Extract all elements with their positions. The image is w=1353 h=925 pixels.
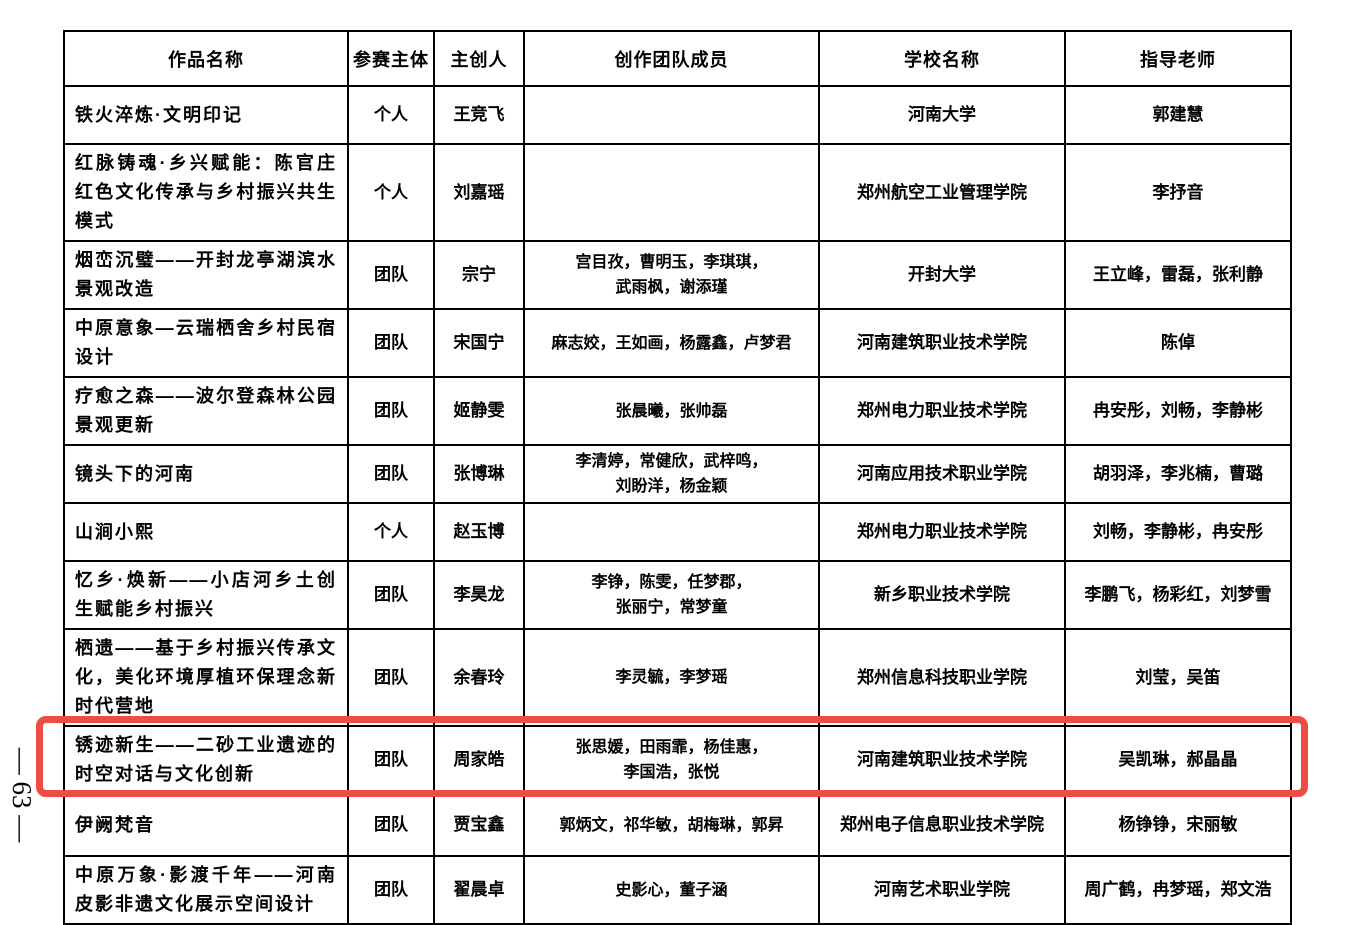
team-members (523, 502, 820, 562)
creator: 宗宁 (433, 240, 525, 310)
creator: 翟晨卓 (433, 855, 525, 925)
page-number: — 63 — (7, 747, 38, 843)
school: 郑州航空工业管理学院 (818, 143, 1066, 242)
school: 河南建筑职业技术学院 (818, 308, 1066, 378)
team-members: 李铮，陈雯，任梦郡， 张丽宁，常梦童 (523, 560, 820, 630)
table-row: 锈迹新生——二砂工业遗迹的时空对话与文化创新 团队 周家皓 张思媛，田雨霏，杨佳… (63, 725, 1292, 795)
column-header-advisors: 指导老师 (1064, 30, 1292, 87)
team-members: 史影心，董子涵 (523, 855, 820, 925)
table-row: 栖遗——基于乡村振兴传承文化，美化环境厚植环保理念新时代营地 团队 余春玲 李灵… (63, 628, 1292, 727)
column-header-entry-type: 参赛主体 (347, 30, 435, 87)
work-title: 伊阙梵音 (63, 793, 349, 857)
work-title: 红脉铸魂·乡兴赋能：陈官庄红色文化传承与乡村振兴共生模式 (63, 143, 349, 242)
work-title: 中原万象·影渡千年——河南皮影非遗文化展示空间设计 (63, 855, 349, 925)
entry-type: 团队 (347, 240, 435, 310)
entry-type: 团队 (347, 628, 435, 727)
work-title: 中原意象—云瑞栖舍乡村民宿设计 (63, 308, 349, 378)
table-row: 镜头下的河南 团队 张博琳 李清婷，常健欣，武梓鸣， 刘盼洋，杨金颖 河南应用技术… (63, 444, 1292, 504)
creator: 王竞飞 (433, 85, 525, 145)
advisors: 刘莹，吴笛 (1064, 628, 1292, 727)
advisors: 吴凯琳，郝晶晶 (1064, 725, 1292, 795)
table-body: 铁火淬炼·文明印记 个人 王竞飞 河南大学 郭建慧 红脉铸魂·乡兴赋能：陈官庄红… (63, 85, 1292, 925)
creator: 刘嘉瑶 (433, 143, 525, 242)
entry-type: 团队 (347, 855, 435, 925)
work-title: 山涧小熙 (63, 502, 349, 562)
advisors: 胡羽泽，李兆楠，曹璐 (1064, 444, 1292, 504)
results-table: 作品名称 参赛主体 主创人 创作团队成员 学校名称 指导老师 铁火淬炼·文明印记… (63, 30, 1292, 925)
entry-type: 团队 (347, 376, 435, 446)
advisors: 李抒音 (1064, 143, 1292, 242)
table-row: 中原意象—云瑞栖舍乡村民宿设计 团队 宋国宁 麻志姣，王如画，杨露鑫，卢梦君 河… (63, 308, 1292, 378)
creator: 宋国宁 (433, 308, 525, 378)
work-title: 镜头下的河南 (63, 444, 349, 504)
team-members: 李灵毓，李梦瑶 (523, 628, 820, 727)
school: 河南大学 (818, 85, 1066, 145)
team-members: 张思媛，田雨霏，杨佳惠， 李国浩，张悦 (523, 725, 820, 795)
header-row: 作品名称 参赛主体 主创人 创作团队成员 学校名称 指导老师 (63, 30, 1292, 87)
team-members: 李清婷，常健欣，武梓鸣， 刘盼洋，杨金颖 (523, 444, 820, 504)
school: 郑州电力职业技术学院 (818, 376, 1066, 446)
school: 郑州电力职业技术学院 (818, 502, 1066, 562)
school: 开封大学 (818, 240, 1066, 310)
creator: 姬静雯 (433, 376, 525, 446)
entry-type: 团队 (347, 308, 435, 378)
advisors: 王立峰，雷磊，张利静 (1064, 240, 1292, 310)
table-row: 中原万象·影渡千年——河南皮影非遗文化展示空间设计 团队 翟晨卓 史影心，董子涵… (63, 855, 1292, 925)
school: 河南应用技术职业学院 (818, 444, 1066, 504)
advisors: 陈倬 (1064, 308, 1292, 378)
entry-type: 团队 (347, 560, 435, 630)
school: 河南艺术职业学院 (818, 855, 1066, 925)
advisors: 冉安彤，刘畅，李静彬 (1064, 376, 1292, 446)
team-members: 张晨曦，张帅磊 (523, 376, 820, 446)
work-title: 烟峦沉璧——开封龙亭湖滨水景观改造 (63, 240, 349, 310)
creator: 赵玉博 (433, 502, 525, 562)
team-members (523, 85, 820, 145)
table-row: 忆乡·焕新——小店河乡土创生赋能乡村振兴 团队 李昊龙 李铮，陈雯，任梦郡， 张丽… (63, 560, 1292, 630)
creator: 张博琳 (433, 444, 525, 504)
table-row: 伊阙梵音 团队 贾宝鑫 郭炳文，祁华敏，胡梅琳，郭昇 郑州电子信息职业技术学院 … (63, 793, 1292, 857)
entry-type: 团队 (347, 793, 435, 857)
creator: 贾宝鑫 (433, 793, 525, 857)
school: 新乡职业技术学院 (818, 560, 1066, 630)
entry-type: 个人 (347, 143, 435, 242)
creator: 周家皓 (433, 725, 525, 795)
team-members: 宫目孜，曹明玉，李琪琪， 武雨枫，谢添瑾 (523, 240, 820, 310)
entry-type: 团队 (347, 444, 435, 504)
school: 郑州电子信息职业技术学院 (818, 793, 1066, 857)
work-title: 栖遗——基于乡村振兴传承文化，美化环境厚植环保理念新时代营地 (63, 628, 349, 727)
table-row: 红脉铸魂·乡兴赋能：陈官庄红色文化传承与乡村振兴共生模式 个人 刘嘉瑶 郑州航空… (63, 143, 1292, 242)
table-row: 铁火淬炼·文明印记 个人 王竞飞 河南大学 郭建慧 (63, 85, 1292, 145)
table-row: 疗愈之森——波尔登森林公园景观更新 团队 姬静雯 张晨曦，张帅磊 郑州电力职业技… (63, 376, 1292, 446)
entry-type: 个人 (347, 85, 435, 145)
work-title: 铁火淬炼·文明印记 (63, 85, 349, 145)
advisors: 周广鹤，冉梦瑶，郑文浩 (1064, 855, 1292, 925)
advisors: 刘畅，李静彬，冉安彤 (1064, 502, 1292, 562)
work-title: 疗愈之森——波尔登森林公园景观更新 (63, 376, 349, 446)
advisors: 郭建慧 (1064, 85, 1292, 145)
table-row: 烟峦沉璧——开封龙亭湖滨水景观改造 团队 宗宁 宫目孜，曹明玉，李琪琪， 武雨枫，… (63, 240, 1292, 310)
team-members: 郭炳文，祁华敏，胡梅琳，郭昇 (523, 793, 820, 857)
advisors: 杨铮铮，宋丽敏 (1064, 793, 1292, 857)
column-header-creator: 主创人 (433, 30, 525, 87)
entry-type: 团队 (347, 725, 435, 795)
creator: 余春玲 (433, 628, 525, 727)
table-header: 作品名称 参赛主体 主创人 创作团队成员 学校名称 指导老师 (63, 30, 1292, 87)
column-header-team-members: 创作团队成员 (523, 30, 820, 87)
school: 郑州信息科技职业学院 (818, 628, 1066, 727)
team-members (523, 143, 820, 242)
creator: 李昊龙 (433, 560, 525, 630)
work-title: 锈迹新生——二砂工业遗迹的时空对话与文化创新 (63, 725, 349, 795)
work-title: 忆乡·焕新——小店河乡土创生赋能乡村振兴 (63, 560, 349, 630)
table-row: 山涧小熙 个人 赵玉博 郑州电力职业技术学院 刘畅，李静彬，冉安彤 (63, 502, 1292, 562)
entry-type: 个人 (347, 502, 435, 562)
team-members: 麻志姣，王如画，杨露鑫，卢梦君 (523, 308, 820, 378)
column-header-school: 学校名称 (818, 30, 1066, 87)
column-header-work-title: 作品名称 (63, 30, 349, 87)
advisors: 李鹏飞，杨彩红，刘梦雪 (1064, 560, 1292, 630)
school: 河南建筑职业技术学院 (818, 725, 1066, 795)
